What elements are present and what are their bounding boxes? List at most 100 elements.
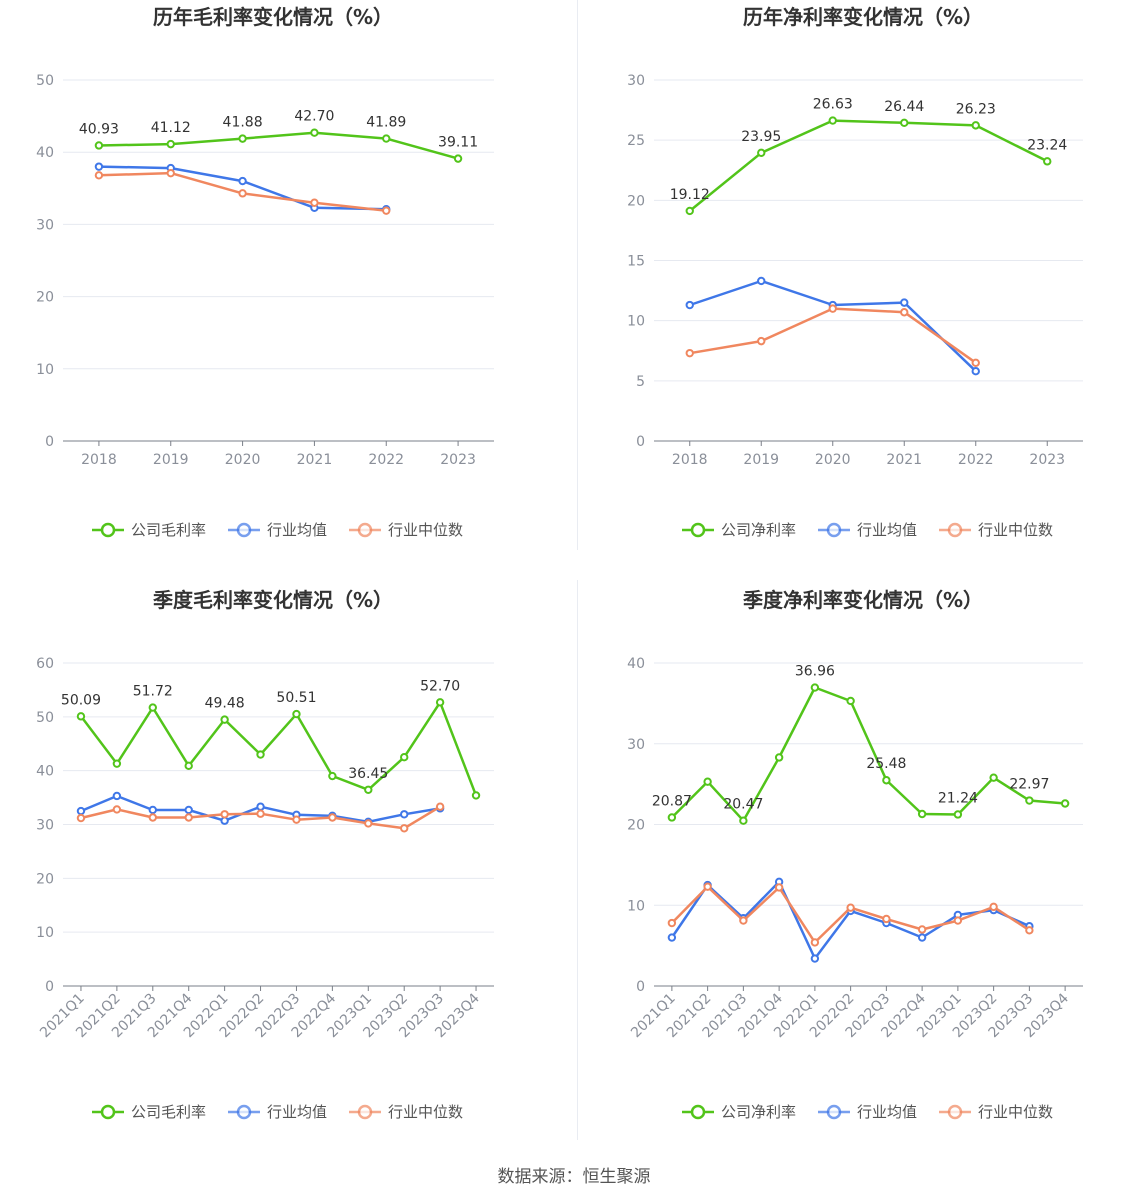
data-label: 26.44 (884, 99, 924, 115)
legend-marker-avg (236, 1104, 252, 1120)
legend-label-avg: 行业均值 (267, 1103, 327, 1121)
data-point-median (667, 918, 677, 928)
panel-separator-bottom (577, 580, 578, 1140)
legend-marker-median (947, 522, 963, 538)
y-tick-label: 30 (36, 217, 54, 233)
y-tick-label: 20 (627, 193, 645, 209)
y-tick-label: 20 (627, 818, 645, 834)
data-point-median (757, 336, 766, 346)
data-point-median (238, 189, 247, 198)
data-point-company (739, 816, 748, 825)
data-point-company (382, 134, 391, 143)
data-point-median (328, 813, 337, 822)
x-tick-label: 2022 (368, 452, 404, 468)
y-tick-label: 60 (36, 656, 54, 672)
legend-marker-median (357, 1104, 373, 1120)
data-point-avg (76, 806, 86, 816)
series-line-median (689, 307, 977, 364)
data-point-median (989, 902, 998, 912)
data-point-median (382, 206, 391, 215)
data-label: 50.51 (276, 690, 316, 706)
data-point-median (292, 815, 301, 824)
data-point-company (400, 753, 409, 762)
data-point-median (685, 348, 694, 358)
legend-label-avg: 行业均值 (857, 1103, 917, 1121)
data-point-company (238, 134, 247, 143)
legend-label-company: 公司毛利率 (131, 1103, 206, 1121)
data-point-company (846, 696, 855, 706)
data-point-median (76, 813, 86, 823)
data-point-avg (238, 176, 247, 186)
y-tick-label: 20 (36, 290, 54, 306)
data-point-median (166, 168, 175, 178)
x-tick-label: 2023 (1029, 452, 1065, 468)
chart-panel-annual-gross-margin: 历年毛利率变化情况（%） 0 10 20 30 40 50 2018 2019 2020 2021 2… (0, 0, 574, 560)
data-label: 23.95 (741, 129, 781, 145)
data-label: 36.96 (795, 664, 835, 680)
data-point-company (1043, 157, 1052, 166)
y-tick-label: 30 (36, 818, 54, 834)
legend-marker-median (357, 522, 373, 538)
data-point-avg (685, 300, 694, 310)
data-label: 21.24 (938, 790, 978, 806)
data-point-avg (400, 810, 409, 819)
legend-marker-avg (236, 522, 252, 538)
data-label: 51.72 (133, 684, 173, 700)
data-point-company (166, 139, 175, 149)
data-label: 42.70 (294, 109, 334, 125)
data-point-company (184, 761, 193, 771)
y-tick-label: 0 (45, 434, 54, 450)
chart-title: 季度毛利率变化情况（%） (152, 588, 393, 612)
data-point-median (400, 824, 409, 833)
y-tick-label: 25 (627, 133, 645, 149)
data-point-company (989, 773, 998, 782)
series-line-avg (670, 880, 1030, 960)
y-tick-label: 10 (627, 314, 645, 330)
y-tick-label: 40 (36, 145, 54, 161)
chart-group: 历年毛利率变化情况（%） 0 10 20 30 40 50 2018 2019 2020 2021 2… (36, 5, 494, 539)
data-point-avg (810, 954, 820, 963)
x-tick-label: 2020 (815, 452, 851, 468)
data-point-avg (184, 805, 193, 815)
data-point-median (882, 914, 891, 924)
data-point-company (917, 809, 927, 819)
chart-group: 季度净利率变化情况（%）0102030402021Q12021Q22021Q32… (627, 588, 1083, 1121)
data-point-company (882, 776, 891, 785)
data-label: 23.24 (1027, 137, 1067, 153)
data-point-median (112, 805, 122, 814)
data-point-company (1025, 796, 1034, 805)
data-point-company (220, 715, 229, 724)
data-label: 49.48 (205, 696, 245, 712)
y-tick-label: 0 (636, 434, 645, 450)
legend-label-avg: 行业均值 (857, 521, 917, 539)
quarterly-net-margin-chart: 季度净利率变化情况（%）0102030402021Q12021Q22021Q32… (627, 588, 1083, 1121)
data-point-company (757, 148, 766, 158)
data-label: 22.97 (1009, 777, 1049, 793)
data-point-company (828, 116, 837, 125)
data-point-median (94, 171, 104, 180)
y-tick-label: 10 (627, 898, 645, 914)
data-point-median (774, 883, 784, 892)
y-tick-label: 50 (36, 710, 54, 726)
data-point-company (1060, 799, 1070, 808)
data-point-median (220, 810, 229, 819)
data-label: 19.12 (670, 187, 710, 203)
source-note: 数据来源：恒生聚源 (497, 1167, 651, 1187)
annual-net-margin-chart: 历年净利率变化情况（%） 0 5 10 15 20 25 30 2018 2019 2020 2021… (627, 5, 1083, 539)
x-tick-label: 2021 (886, 452, 922, 468)
legend-marker-avg (826, 522, 842, 538)
legend-marker-company (690, 1104, 706, 1120)
legend-label-company: 公司净利率 (721, 521, 796, 539)
data-point-median (846, 903, 855, 912)
data-label: 52.70 (420, 678, 460, 694)
series-line-company (98, 131, 459, 160)
annual-gross-margin-chart: 历年毛利率变化情况（%） 0 10 20 30 40 50 2018 2019 2020 2021 2… (36, 5, 494, 539)
legend-label-company: 公司毛利率 (131, 521, 206, 539)
data-point-company (703, 777, 712, 786)
series-line-company (689, 119, 1048, 212)
data-point-avg (220, 816, 229, 825)
legend-label-median: 行业中位数 (978, 521, 1053, 539)
legend-label-avg: 行业均值 (267, 521, 327, 539)
data-point-avg (667, 933, 677, 942)
y-tick-label: 0 (45, 979, 54, 995)
